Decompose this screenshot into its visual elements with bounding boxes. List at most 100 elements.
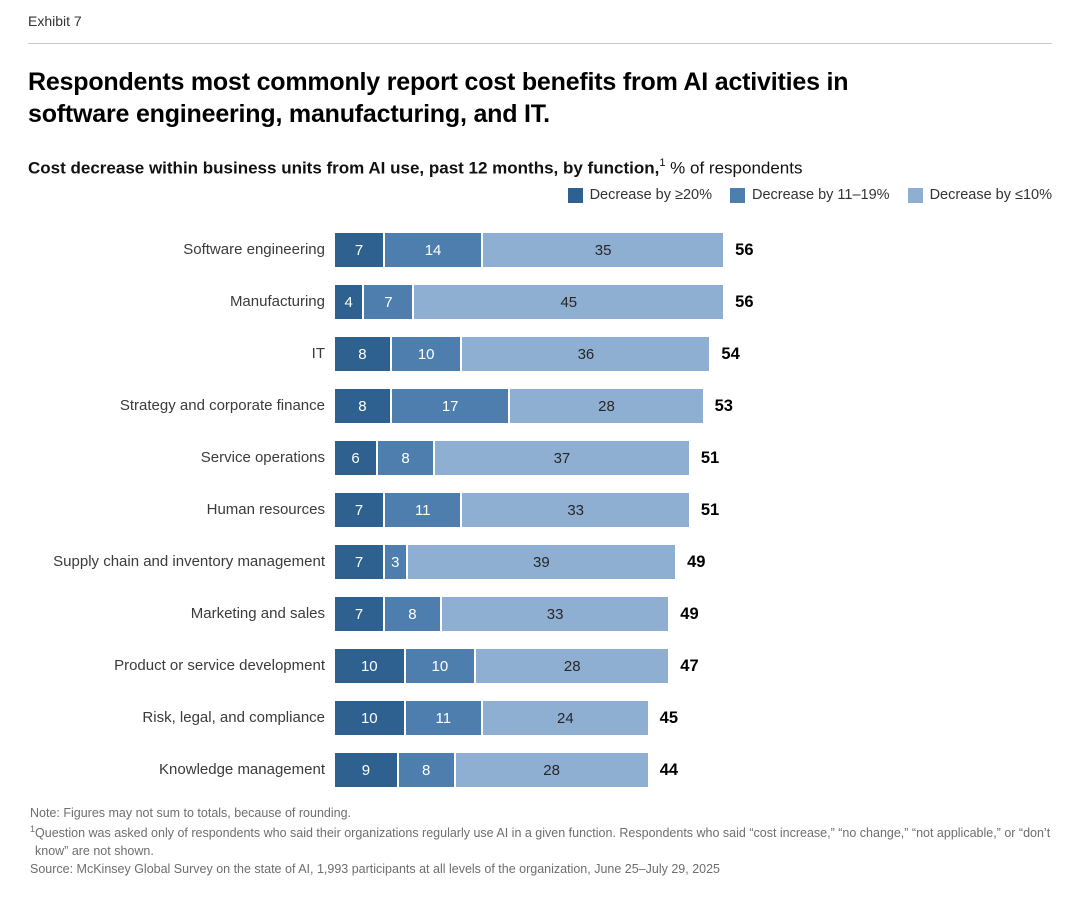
category-label: Strategy and corporate finance [119,396,325,414]
bar-total-label: 56 [735,240,754,259]
stacked-bar-chart: Software engineering 7 14 35 56 Manufactur… [28,233,1052,788]
footnote-line: Source: McKinsey Global Survey on the st… [30,861,720,876]
subtitle-footnote-marker: 1 [659,156,666,169]
chart-row: Human resources 7 11 33 51 [28,493,1052,528]
bar-segment: 3 [385,545,406,580]
bar-total-label: 51 [700,448,720,467]
chart-row: Manufacturing 4 7 45 56 [28,285,1052,320]
chart-subtitle: Cost decrease within business units from… [28,156,1052,179]
stacked-bar: 7 14 35 [335,233,724,268]
stacked-bar: 7 3 39 [335,545,676,580]
category-label: Manufacturing [229,292,325,310]
bar-segment: 8 [385,597,440,632]
category-label: Risk, legal, and compliance [142,708,325,726]
bar-segment: 11 [385,493,461,528]
category-label: Knowledge management [159,760,325,778]
bar-total-label: 49 [687,552,706,571]
legend-label: Decrease by ≤10% [929,187,1052,204]
chart-row: Risk, legal, and compliance 10 11 24 45 [28,701,1052,736]
bar-segment: 7 [335,545,384,580]
stacked-bar: 7 8 33 [335,597,669,632]
chart-row: Product or service development 10 10 28 47 [28,649,1052,684]
category-label: Marketing and sales [190,604,325,622]
category-label: Product or service development [114,656,325,674]
bar-segment: 9 [335,753,397,788]
legend-item: Decrease by ≥20% [567,187,712,204]
bar-segment: 36 [462,337,710,372]
bar-segment: 6 [335,441,377,476]
bar-segment: 10 [391,337,461,372]
bar-segment: 8 [398,753,454,788]
stacked-bar: 8 17 28 [335,389,703,424]
legend-swatch-icon [567,187,583,203]
stacked-bar: 4 7 45 [335,285,724,320]
bar-total-label: 51 [700,500,720,519]
bar-segment: 24 [483,701,648,736]
bar-segment: 28 [476,649,669,684]
chart-row: Marketing and sales 7 8 33 49 [28,597,1052,632]
stacked-bar: 10 10 28 [335,649,669,684]
bar-segment: 8 [378,441,434,476]
category-label: Software engineering [183,240,325,258]
bar-segment: 39 [407,545,676,580]
bar-total-label: 53 [714,396,733,415]
bar-total-label: 56 [735,292,754,311]
bar-segment: 33 [462,493,689,528]
bar-total-label: 45 [659,708,679,727]
chart-row: Service operations 6 8 37 51 [28,441,1052,476]
bar-segment: 28 [455,753,648,788]
chart-row: Knowledge management 9 8 28 44 [28,753,1052,788]
header-divider [28,43,1052,44]
footnote-line: Note: Figures may not sum to totals, bec… [30,806,352,821]
legend-label: Decrease by 11–19% [752,187,890,204]
bar-segment: 7 [335,493,384,528]
exhibit-label: Exhibit 7 [28,13,82,29]
bar-segment: 8 [335,389,390,424]
bar-segment: 7 [335,233,384,268]
bar-segment: 7 [335,597,384,632]
bar-segment: 35 [483,233,724,268]
legend-item: Decrease by ≤10% [907,187,1052,204]
bar-segment: 45 [414,285,724,320]
chart-headline-line-1: Respondents most commonly report cost be… [28,68,849,96]
bar-segment: 17 [391,389,509,424]
legend-label: Decrease by ≥20% [589,187,712,204]
footnotes: Note: Figures may not sum to totals, bec… [28,805,1052,878]
legend-item: Decrease by 11–19% [730,187,890,203]
bar-segment: 37 [435,441,689,476]
bar-total-label: 44 [659,760,679,779]
chart-subtitle-regular: % of respondents [665,158,803,178]
bar-segment: 10 [405,649,475,684]
chart-headline: Respondents most commonly report cost be… [28,67,1052,131]
category-label: Human resources [206,500,325,518]
footnote-marker: 1 [30,823,36,834]
bar-total-label: 49 [680,604,699,623]
legend-swatch-icon [730,187,745,203]
bar-segment: 33 [441,597,669,632]
chart-row: IT 8 10 36 54 [28,337,1052,372]
chart-legend: Decrease by ≥20% Decrease by 11–19% Decr… [28,187,1052,203]
stacked-bar: 8 10 36 [335,337,710,372]
bar-segment: 14 [385,233,482,268]
exhibit-page: Exhibit 7 Respondents most commonly repo… [28,13,1052,878]
stacked-bar: 7 11 33 [335,493,689,528]
stacked-bar: 10 11 24 [335,701,648,736]
bar-segment: 8 [335,337,390,372]
category-label: IT [311,344,325,362]
bar-segment: 11 [405,701,482,736]
chart-row: Software engineering 7 14 35 56 [28,233,1052,268]
bar-segment: 7 [364,285,413,320]
chart-row: Strategy and corporate finance 8 17 28 53 [28,389,1052,424]
stacked-bar: 6 8 37 [335,441,689,476]
chart-headline-line-2: software engineering, manufacturing, and… [28,99,550,128]
bar-segment: 4 [335,285,363,320]
category-label: Service operations [200,448,325,466]
bar-total-label: 47 [680,656,699,675]
stacked-bar: 9 8 28 [335,753,648,788]
bar-segment: 10 [335,701,404,736]
bar-segment: 10 [335,649,404,684]
footnote-line: 1Question was asked only of respondents … [30,823,1051,858]
bar-segment: 28 [510,389,703,424]
bar-total-label: 54 [721,344,740,363]
